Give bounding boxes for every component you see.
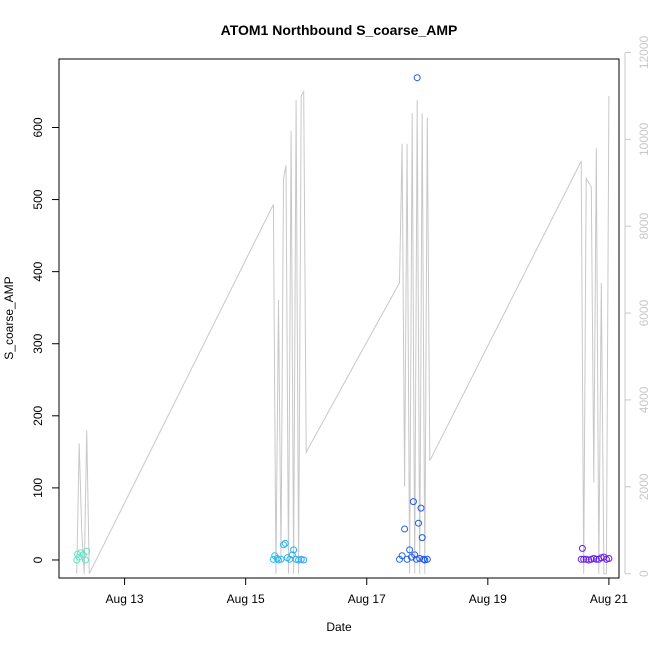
x-tick-label: Aug 17 [348,592,386,606]
y2-tick-label: 2000 [637,473,650,500]
data-point-30 [411,551,419,559]
data-point-34 [416,555,424,562]
data-point-40 [577,555,585,563]
data-point-3 [75,553,83,561]
data-point-13 [280,541,287,549]
y-tick-label: 600 [31,117,45,137]
data-point-35 [417,504,425,512]
y2-tick-label: 4000 [637,386,650,413]
data-point-22 [300,556,308,564]
x-tick-label: Aug 13 [106,592,144,606]
data-point-14 [281,539,289,547]
data-point-25 [401,525,409,533]
y2-tick-label: 6000 [637,299,650,326]
x-tick-label: Aug 15 [227,592,265,606]
data-point-36 [418,534,426,542]
secondary-series-line [76,89,610,575]
secondary-line-layer [76,89,610,575]
data-point-39 [423,555,431,563]
x-tick-label: Aug 21 [590,592,628,606]
y-tick-label: 300 [31,333,45,353]
data-point-12 [277,555,285,563]
data-point-24 [398,552,406,560]
data-point-31 [412,555,420,563]
data-point-26 [403,555,411,563]
x-tick-label: Aug 19 [469,592,507,606]
y2-tick-label: 0 [637,570,650,577]
y-tick-label: 400 [31,261,45,281]
points-layer [73,74,613,564]
data-point-18 [290,546,298,554]
data-point-10 [273,555,281,562]
data-point-6 [82,556,89,564]
y-tick-label: 200 [31,405,45,425]
data-point-8 [269,555,277,563]
y-axis-label: S_coarse_AMP [2,276,16,359]
y2-tick-label: 10000 [637,122,650,156]
y-tick-label: 500 [31,189,45,209]
data-point-52 [605,555,613,562]
data-point-7 [83,547,91,555]
y-tick-label: 0 [31,556,45,563]
data-point-33 [415,519,422,527]
chart-title: ATOM1 Northbound S_coarse_AMP [221,22,458,38]
x-axis-label: Date [326,620,352,634]
data-point-32 [413,74,421,82]
axes-layer: Aug 13 Aug 15 Aug 17 Aug 19 Aug 21 0 100 200 300… [31,35,650,606]
data-point-17 [288,551,296,559]
data-point-29 [409,498,417,506]
data-point-42 [580,555,588,563]
data-point-27 [406,546,414,554]
data-point-41 [578,544,586,552]
y2-tick-label: 8000 [637,213,650,240]
y-tick-label: 100 [31,478,45,498]
y2-tick-label: 12000 [637,35,650,69]
plot-frame [58,58,620,579]
data-point-47 [592,555,600,563]
